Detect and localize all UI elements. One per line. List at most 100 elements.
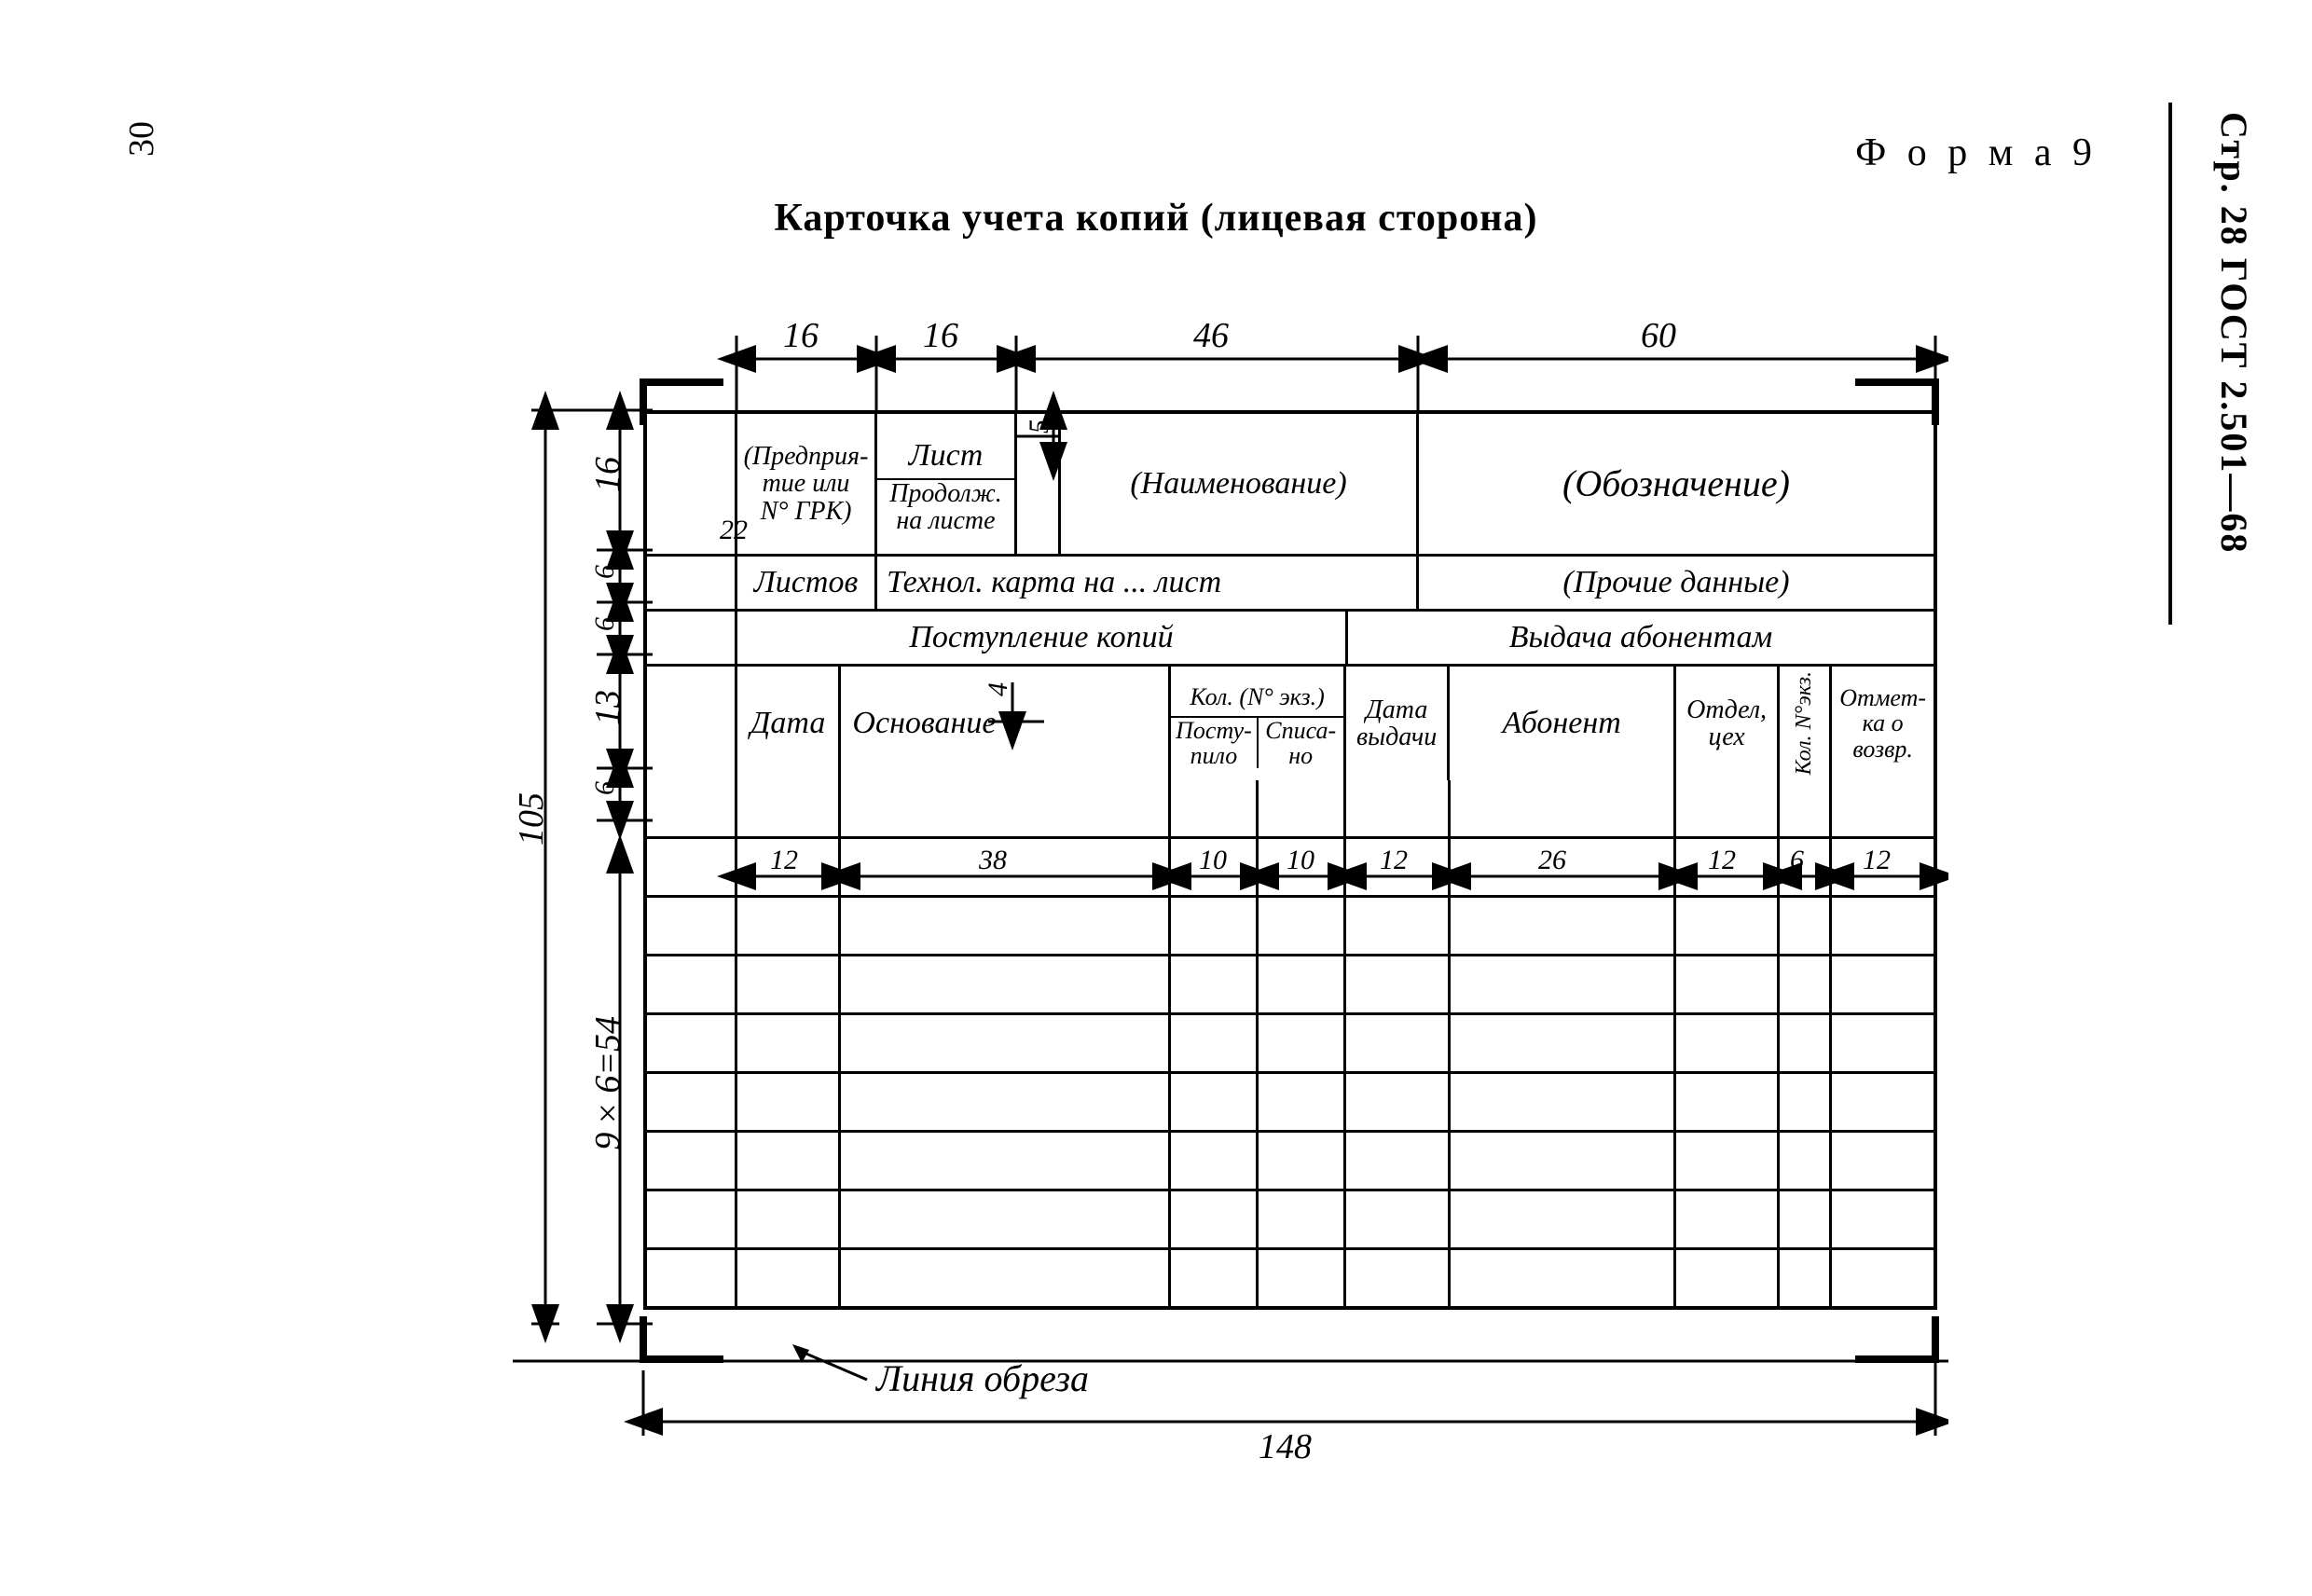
side-rule xyxy=(2168,103,2172,625)
list-prodolzh-cell: Лист Продолж. на листе xyxy=(874,414,1014,554)
cell xyxy=(1343,1074,1448,1130)
cell xyxy=(1168,839,1256,895)
cell xyxy=(1673,1250,1778,1306)
cell xyxy=(1673,839,1778,895)
cell xyxy=(1448,1191,1673,1247)
gutter-cell xyxy=(647,1191,735,1247)
cell xyxy=(1256,1015,1343,1071)
gutter-cell xyxy=(647,557,735,609)
gutter-cell xyxy=(647,839,735,895)
crop-br-h xyxy=(1855,1355,1939,1363)
card-title: Карточка учета копий (лицевая сторона) xyxy=(0,196,2312,241)
cell xyxy=(1168,1133,1256,1189)
vydacha-group: Выдача абонентам xyxy=(1345,612,1934,664)
cell xyxy=(735,1074,839,1130)
cell xyxy=(1673,780,1778,836)
row-listov: Листов Технол. карта на ... лист (Прочие… xyxy=(647,554,1934,609)
cell xyxy=(1343,1133,1448,1189)
cell xyxy=(735,1250,839,1306)
dim-total-h: 105 xyxy=(511,792,552,846)
cell xyxy=(1673,1074,1778,1130)
naimen-cell: (Наименование) xyxy=(1058,414,1416,554)
dim-top-b: 16 xyxy=(923,315,958,356)
dim-top-d: 60 xyxy=(1641,315,1676,356)
cell xyxy=(735,780,839,836)
cell xyxy=(1343,956,1448,1012)
cell xyxy=(1829,1074,1934,1130)
table-row xyxy=(647,1071,1934,1130)
cell xyxy=(1673,1133,1778,1189)
cell xyxy=(1777,839,1829,895)
gutter-cell xyxy=(647,1250,735,1306)
table-row xyxy=(647,954,1934,1012)
cell xyxy=(1168,898,1256,954)
cell xyxy=(1673,1191,1778,1247)
cell xyxy=(1777,1250,1829,1306)
gutter-cell xyxy=(647,414,735,554)
cell xyxy=(1343,1250,1448,1306)
cell xyxy=(1448,1133,1673,1189)
page-number-left: 30 xyxy=(121,121,162,157)
row-col-headers: Дата Основание Кол. (N° экз.) Посту- пил… xyxy=(647,664,1934,780)
cell xyxy=(1343,898,1448,954)
gutter-cell xyxy=(647,612,735,664)
col-spis: Списа- но xyxy=(1257,718,1343,769)
cell xyxy=(1256,839,1343,895)
dim-h-top: 16 xyxy=(587,457,628,492)
drawing-stage: 16 16 46 60 105 16 6 6 13 6 9×6=54 22 5 … xyxy=(457,308,1911,1445)
cell xyxy=(1448,1074,1673,1130)
col-osnov: Основание xyxy=(838,667,1168,780)
table-row xyxy=(647,1247,1934,1306)
gutter-cell xyxy=(647,898,735,954)
col-abonent: Абонент xyxy=(1447,667,1672,780)
listov-label: Листов xyxy=(735,557,874,609)
page: Стр. 28 ГОСТ 2.501—68 30 Ф о р м а 9 Кар… xyxy=(0,0,2312,1596)
dim-h-6a: 6 xyxy=(589,565,621,579)
col-kol-split: Посту- пило Списа- но xyxy=(1171,716,1342,769)
gap-5mm xyxy=(1014,414,1058,554)
cell xyxy=(838,1250,1168,1306)
gutter-cell xyxy=(647,956,735,1012)
cell xyxy=(735,839,839,895)
cell xyxy=(735,898,839,954)
cell xyxy=(1448,898,1673,954)
header-row: (Предприя- тие или N° ГРК) Лист Продолж.… xyxy=(647,414,1934,554)
prodolzh-label: Продолж. на листе xyxy=(877,478,1014,535)
gutter-cell xyxy=(647,1074,735,1130)
dim-total-w: 148 xyxy=(1259,1426,1312,1467)
dim-h-body: 9×6=54 xyxy=(587,1016,628,1150)
cell xyxy=(838,1074,1168,1130)
cell xyxy=(1256,956,1343,1012)
dim-h-13: 13 xyxy=(587,690,628,725)
cell xyxy=(1343,780,1448,836)
cell xyxy=(1448,839,1673,895)
cell xyxy=(1777,1133,1829,1189)
gutter-cell xyxy=(647,667,735,780)
cell xyxy=(1168,1250,1256,1306)
cell xyxy=(1673,956,1778,1012)
crop-br-v xyxy=(1932,1316,1939,1363)
row-groups: Поступление копий Выдача абонентам xyxy=(647,609,1934,664)
table-row xyxy=(647,780,1934,836)
cell xyxy=(838,780,1168,836)
cell xyxy=(1343,1015,1448,1071)
cell xyxy=(1168,780,1256,836)
cell xyxy=(1168,1015,1256,1071)
list-label: Лист xyxy=(877,433,1014,478)
postup-group: Поступление копий xyxy=(735,612,1345,664)
standard-code: ГОСТ 2.501—68 xyxy=(2213,258,2255,555)
crop-bl-v xyxy=(640,1316,647,1363)
cell xyxy=(1448,780,1673,836)
cell xyxy=(1777,1191,1829,1247)
record-card: (Предприя- тие или N° ГРК) Лист Продолж.… xyxy=(643,410,1937,1310)
cell xyxy=(1777,956,1829,1012)
cell xyxy=(1256,1250,1343,1306)
cell xyxy=(1829,1015,1934,1071)
cell xyxy=(1829,780,1934,836)
cell xyxy=(1448,1015,1673,1071)
cell xyxy=(1256,1133,1343,1189)
cell xyxy=(1777,780,1829,836)
col-postu: Посту- пило xyxy=(1171,718,1256,769)
col-kol-ekz: Кол. N°экз. xyxy=(1777,667,1829,780)
table-row xyxy=(647,1130,1934,1189)
